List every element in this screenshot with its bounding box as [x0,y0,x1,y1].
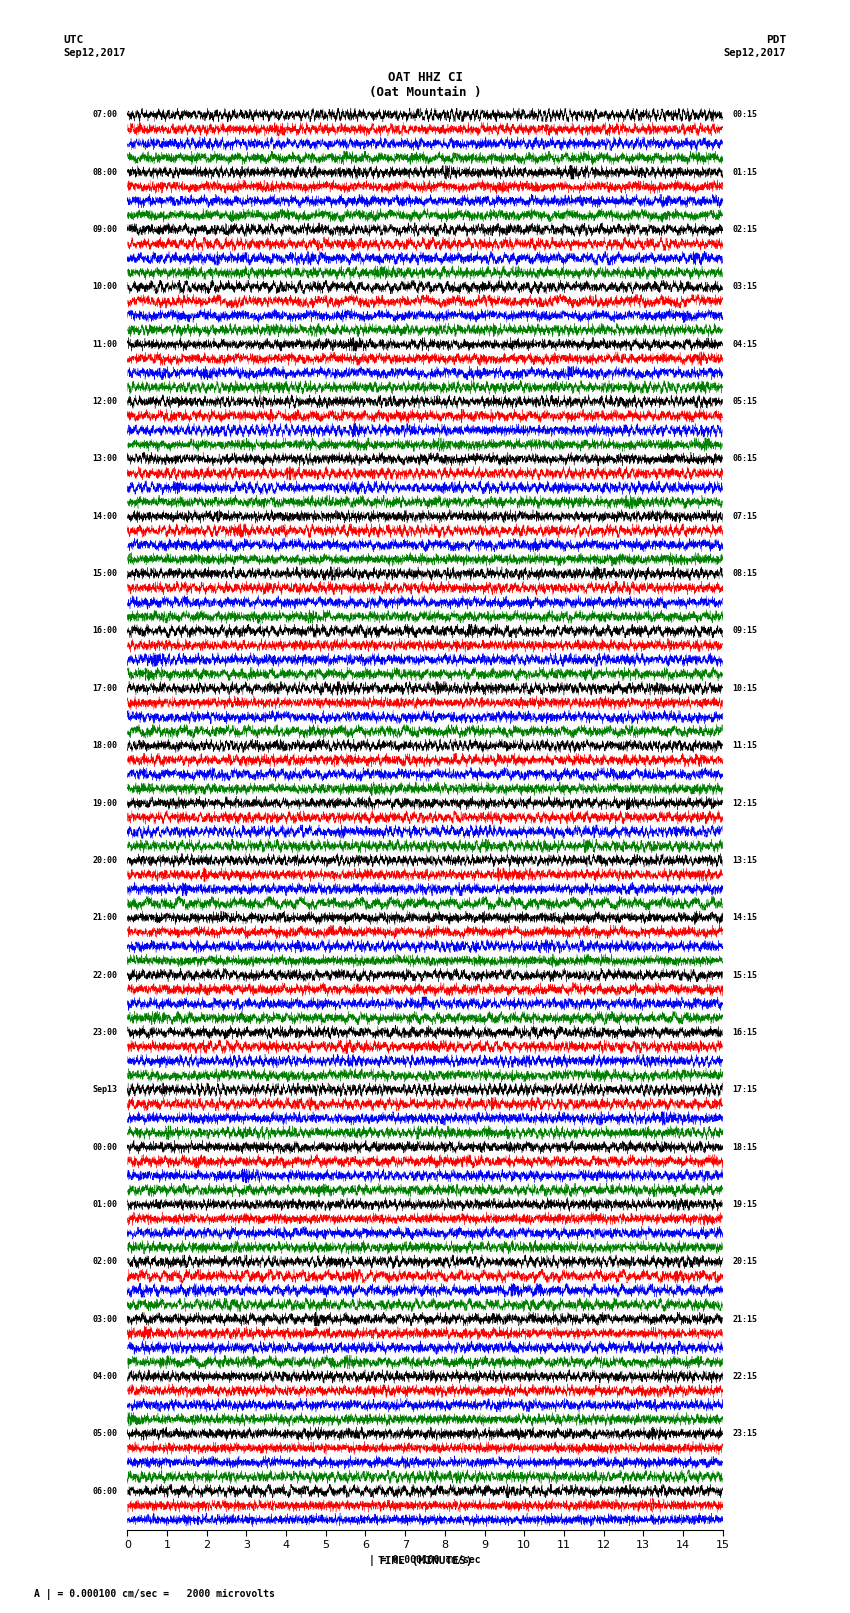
Text: 21:15: 21:15 [733,1315,757,1324]
Text: 12:15: 12:15 [733,798,757,808]
Text: 11:00: 11:00 [93,340,117,348]
Text: 01:15: 01:15 [733,168,757,177]
Text: 10:00: 10:00 [93,282,117,292]
Text: 17:00: 17:00 [93,684,117,694]
Text: Sep12,2017: Sep12,2017 [723,48,786,58]
Text: 16:15: 16:15 [733,1027,757,1037]
Text: 02:15: 02:15 [733,226,757,234]
Text: 07:15: 07:15 [733,511,757,521]
Text: 22:15: 22:15 [733,1373,757,1381]
Text: 20:15: 20:15 [733,1257,757,1266]
Text: 18:15: 18:15 [733,1142,757,1152]
Title: OAT HHZ CI
(Oat Mountain ): OAT HHZ CI (Oat Mountain ) [369,71,481,100]
Text: UTC: UTC [64,35,84,45]
Text: 19:15: 19:15 [733,1200,757,1208]
Text: 20:00: 20:00 [93,857,117,865]
Text: 18:00: 18:00 [93,740,117,750]
Text: PDT: PDT [766,35,786,45]
Text: 21:00: 21:00 [93,913,117,923]
Text: 03:15: 03:15 [733,282,757,292]
Text: 06:15: 06:15 [733,455,757,463]
Text: 00:00: 00:00 [93,1142,117,1152]
Text: 10:15: 10:15 [733,684,757,694]
Text: 04:15: 04:15 [733,340,757,348]
Text: 13:15: 13:15 [733,857,757,865]
Text: 07:00: 07:00 [93,110,117,119]
Text: 08:00: 08:00 [93,168,117,177]
Text: 09:00: 09:00 [93,226,117,234]
Text: 23:15: 23:15 [733,1429,757,1439]
Text: A | = 0.000100 cm/sec =   2000 microvolts: A | = 0.000100 cm/sec = 2000 microvolts [34,1589,275,1600]
Text: 13:00: 13:00 [93,455,117,463]
Text: 09:15: 09:15 [733,626,757,636]
Text: 05:00: 05:00 [93,1429,117,1439]
Text: 19:00: 19:00 [93,798,117,808]
Text: 00:15: 00:15 [733,110,757,119]
Text: | = 0.000100 cm/sec: | = 0.000100 cm/sec [369,1555,481,1566]
Text: 03:00: 03:00 [93,1315,117,1324]
Text: 01:00: 01:00 [93,1200,117,1208]
Text: 23:00: 23:00 [93,1027,117,1037]
Text: 22:00: 22:00 [93,971,117,979]
Text: 02:00: 02:00 [93,1257,117,1266]
Text: 06:00: 06:00 [93,1487,117,1495]
Text: 15:15: 15:15 [733,971,757,979]
Text: 11:15: 11:15 [733,740,757,750]
X-axis label: TIME (MINUTES): TIME (MINUTES) [377,1557,473,1566]
Text: 04:00: 04:00 [93,1373,117,1381]
Text: 14:00: 14:00 [93,511,117,521]
Text: 14:15: 14:15 [733,913,757,923]
Text: 17:15: 17:15 [733,1086,757,1094]
Text: 08:15: 08:15 [733,569,757,577]
Text: 16:00: 16:00 [93,626,117,636]
Text: 12:00: 12:00 [93,397,117,406]
Text: 15:00: 15:00 [93,569,117,577]
Text: Sep13: Sep13 [93,1086,117,1094]
Text: 05:15: 05:15 [733,397,757,406]
Text: Sep12,2017: Sep12,2017 [64,48,127,58]
